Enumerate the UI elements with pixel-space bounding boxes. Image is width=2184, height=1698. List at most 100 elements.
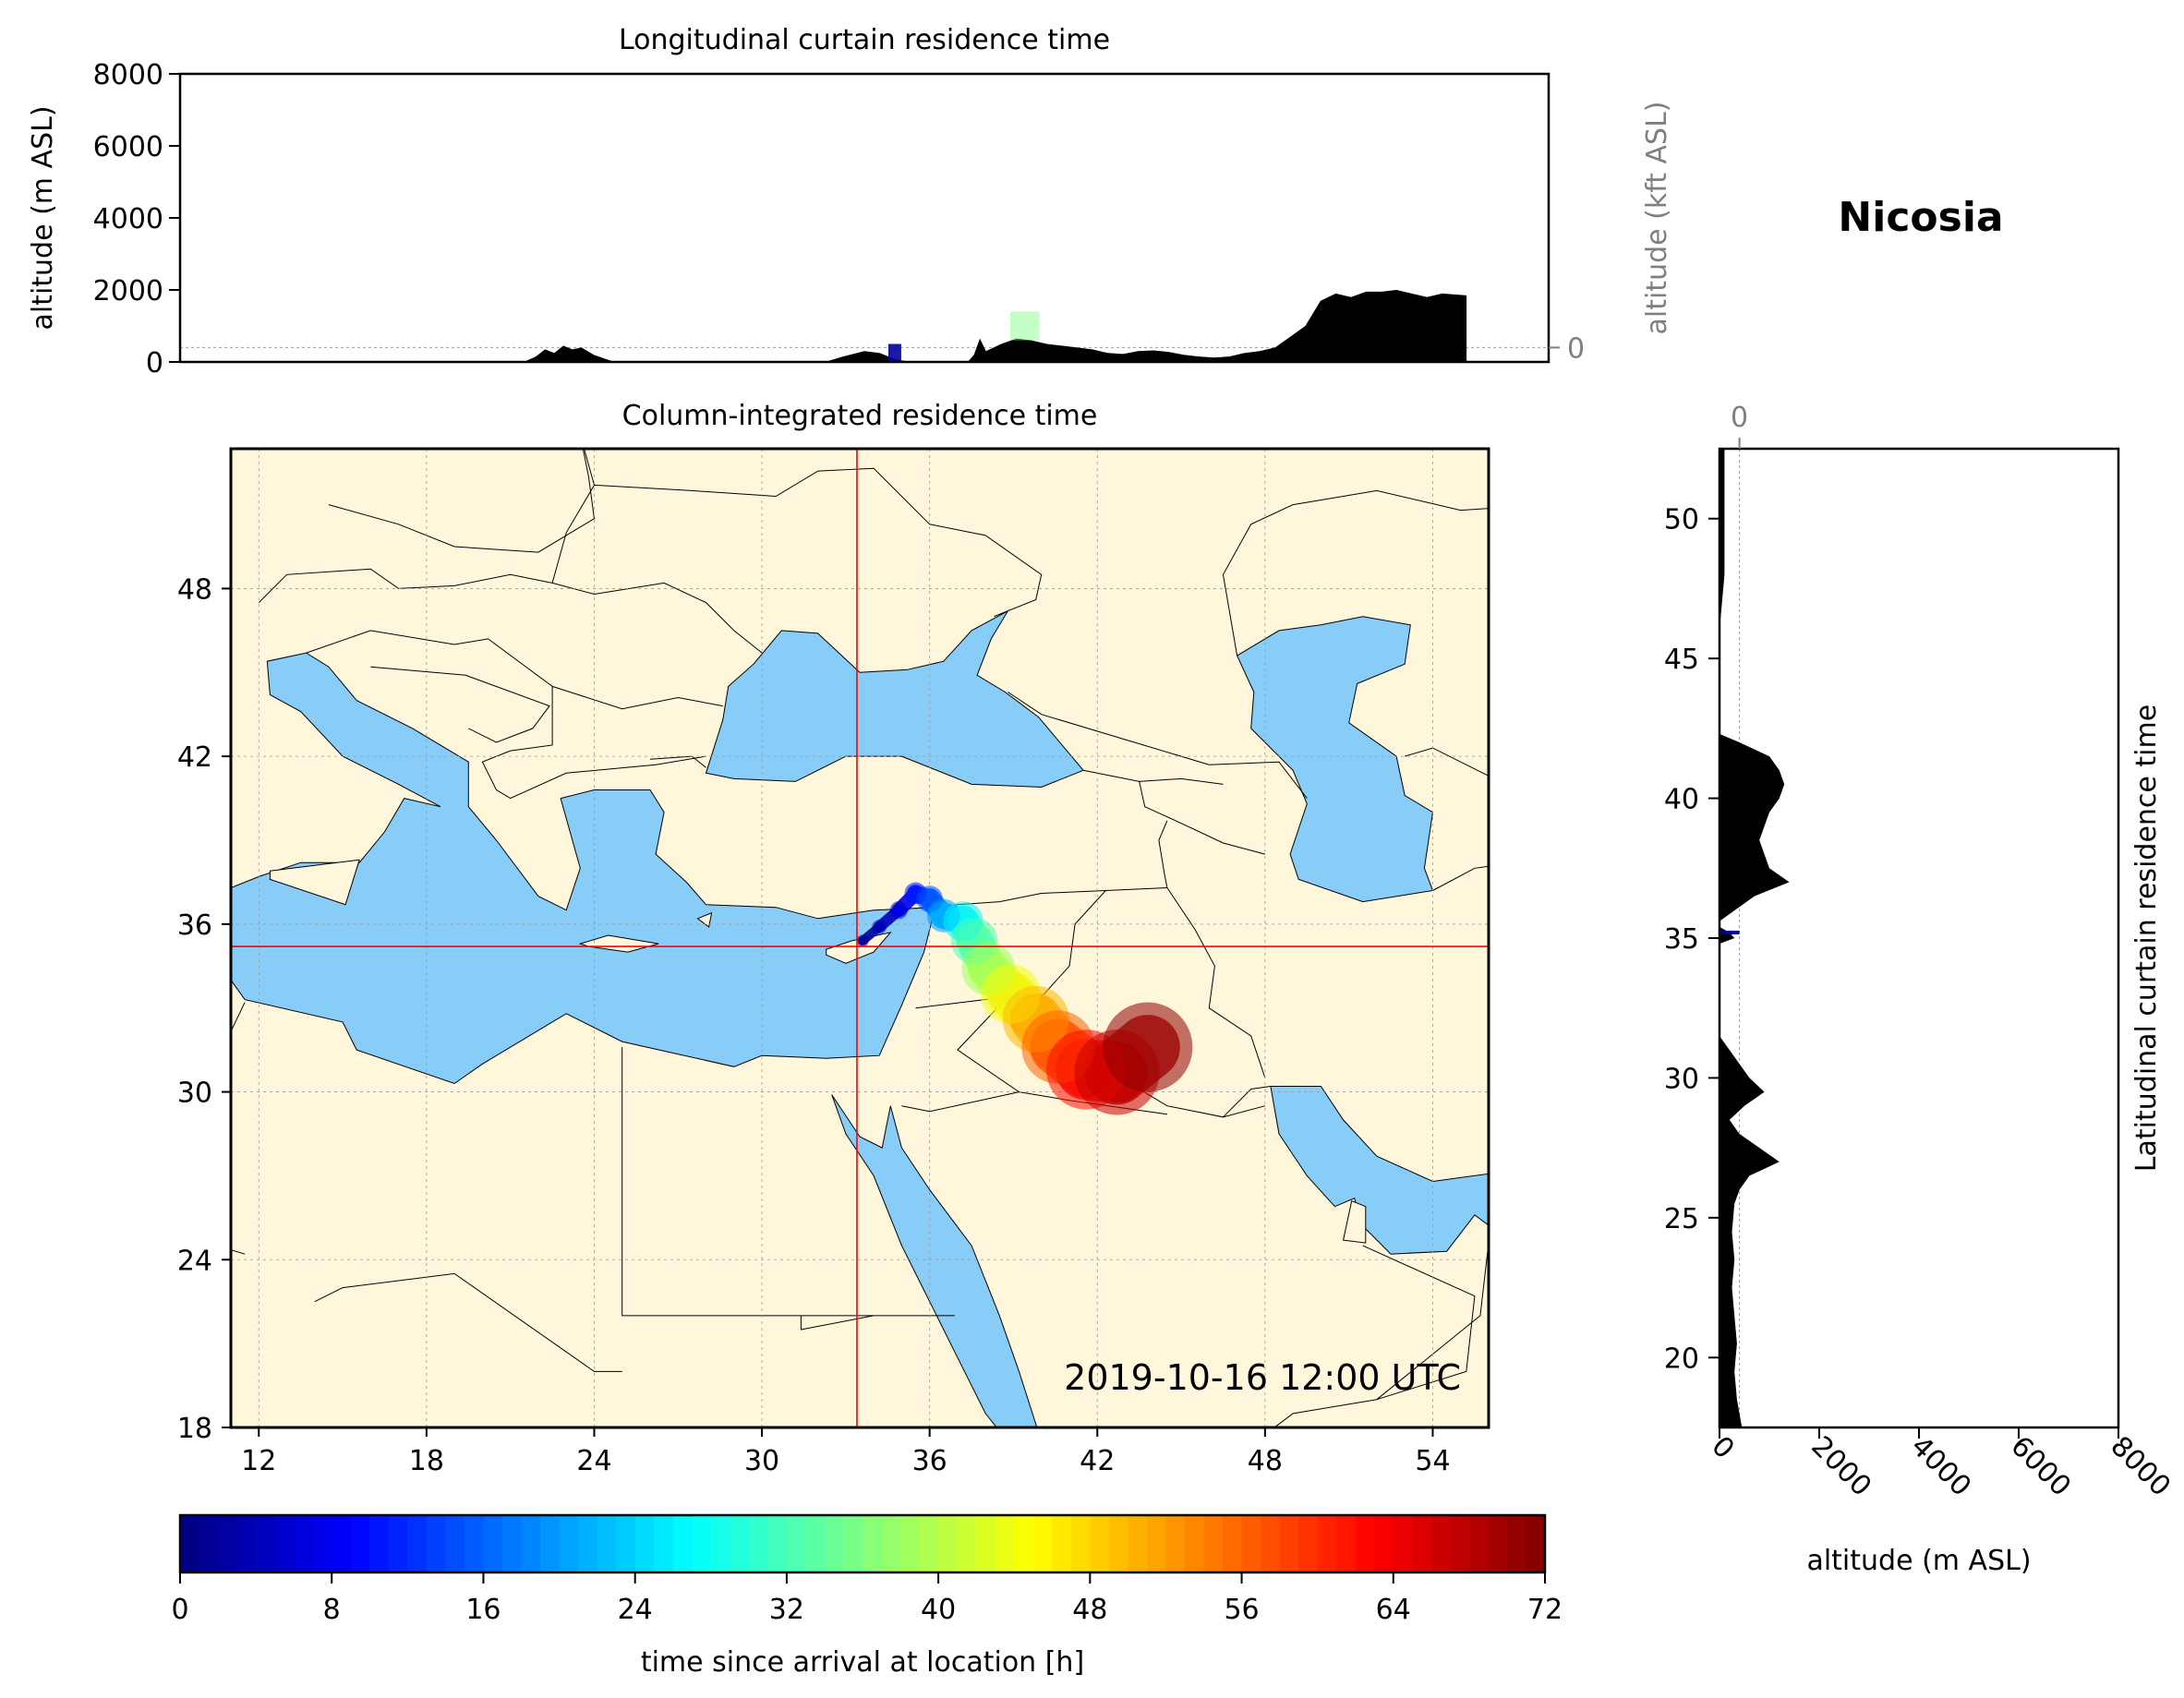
colorbar-cell xyxy=(180,1515,200,1572)
colorbar-cell xyxy=(483,1515,503,1572)
colorbar-cell xyxy=(464,1515,485,1572)
colorbar-cell xyxy=(786,1515,807,1572)
colorbar-cell xyxy=(805,1515,826,1572)
border-caucasus xyxy=(1008,692,1308,799)
y-tick-label: 0 xyxy=(146,347,163,379)
latitudinal-x-axis: 0 2000 4000 6000 8000 xyxy=(1705,1427,2177,1503)
colorbar-cell xyxy=(1146,1515,1167,1572)
y-tick-label: 2000 xyxy=(93,275,163,307)
colorbar-cell xyxy=(919,1515,939,1572)
colorbar-cell xyxy=(995,1515,1015,1572)
border-belarus xyxy=(583,449,595,486)
colorbar-cell xyxy=(1070,1515,1091,1572)
colorbar-cell xyxy=(1052,1515,1072,1572)
border-uae-oman xyxy=(1362,1243,1489,1401)
colorbar-cell xyxy=(900,1515,921,1572)
longitudinal-panel: Longitudinal curtain residence time 0 200… xyxy=(27,24,1673,379)
y-tick-label: 30 xyxy=(1664,1063,1699,1095)
border-saudi-yemen xyxy=(1273,1399,1377,1427)
longitudinal-ylabel-right: altitude (kft ASL) xyxy=(1641,101,1673,334)
colorbar-cell xyxy=(654,1515,674,1572)
colorbar-cell xyxy=(1488,1515,1508,1572)
border-balkans-1 xyxy=(306,630,706,800)
colorbar-cell xyxy=(332,1515,352,1572)
cyprus-island xyxy=(826,932,892,964)
colorbar-cell xyxy=(672,1515,693,1572)
border-iran-iraq xyxy=(1166,887,1266,1078)
colorbar-cell xyxy=(407,1515,428,1572)
longitudinal-title: Longitudinal curtain residence time xyxy=(619,24,1110,56)
x-tick-label: 6000 xyxy=(2004,1430,2077,1503)
colorbar-cell xyxy=(1450,1515,1470,1572)
y-tick-label: 4000 xyxy=(93,203,163,235)
colorbar-cell xyxy=(199,1515,219,1572)
aral-sea xyxy=(1545,631,1587,709)
colorbar-cell xyxy=(767,1515,788,1572)
x-tick-label: 12 xyxy=(241,1445,276,1477)
colorbar-cell xyxy=(388,1515,408,1572)
y-tick-label: 25 xyxy=(1664,1203,1699,1235)
colorbar-cell xyxy=(578,1515,598,1572)
colorbar-cell xyxy=(1090,1515,1110,1572)
plume-point xyxy=(872,920,887,934)
colorbar-cell xyxy=(824,1515,845,1572)
colorbar-cell xyxy=(957,1515,977,1572)
colorbar-cell xyxy=(501,1515,523,1572)
colorbar-cell xyxy=(312,1515,332,1572)
colorbar-cell xyxy=(1261,1515,1281,1572)
colorbar-tick-label: 16 xyxy=(465,1594,501,1626)
rhodes-island xyxy=(696,911,713,928)
qatar-peninsula xyxy=(1342,1200,1367,1244)
plume-point xyxy=(1103,1002,1193,1092)
colorbar-cell xyxy=(426,1515,446,1572)
colorbar-cell xyxy=(1203,1515,1224,1572)
border-iran-azer xyxy=(1158,820,1168,888)
y-tick-label: 30 xyxy=(177,1078,212,1110)
map-crosshair xyxy=(231,449,1489,1427)
longitudinal-terrain xyxy=(180,290,1549,362)
x-tick-label: 2000 xyxy=(1804,1430,1877,1503)
y-tick-label: 18 xyxy=(177,1413,212,1445)
black-sea xyxy=(705,609,1084,789)
colorbar-cell xyxy=(1506,1515,1527,1572)
latitudinal-xlabel: altitude (m ASL) xyxy=(1806,1545,2031,1577)
plume-mark xyxy=(887,343,901,362)
colorbar-cell xyxy=(1014,1515,1034,1572)
colorbar-cell xyxy=(863,1515,883,1572)
colorbar-cell xyxy=(976,1515,996,1572)
y-tick-label: 48 xyxy=(177,573,212,606)
colorbar-cell xyxy=(938,1515,959,1572)
colorbar-cell xyxy=(730,1515,750,1572)
colorbar-cell xyxy=(1526,1515,1546,1572)
x-tick-label: 24 xyxy=(576,1445,611,1477)
mediterranean-sea xyxy=(231,652,936,1085)
colorbar-axis: 0 8 16 24 32 40 48 56 64 72 xyxy=(171,1572,1563,1626)
colorbar-cell xyxy=(1279,1515,1299,1572)
x-tick-label: 8000 xyxy=(2104,1430,2177,1503)
gulf-of-oman xyxy=(1502,1196,1657,1316)
map-x-axis: 12 18 24 30 36 42 48 54 xyxy=(241,1427,1451,1477)
station-title: Nicosia xyxy=(1838,194,2003,241)
colorbar-tick-label: 56 xyxy=(1224,1594,1259,1626)
colorbar-cell xyxy=(218,1515,238,1572)
colorbar-cell xyxy=(710,1515,730,1572)
colorbar-cell xyxy=(1336,1515,1357,1572)
map-plume xyxy=(856,882,1193,1115)
colorbar-tick-label: 64 xyxy=(1376,1594,1411,1626)
colorbar-tick-label: 8 xyxy=(323,1594,341,1626)
colorbar-cell xyxy=(1468,1515,1490,1572)
y-tick-label: 35 xyxy=(1664,923,1699,956)
persian-gulf xyxy=(1270,1086,1489,1255)
colorbar-cell xyxy=(559,1515,579,1572)
x-tick-label: 0 xyxy=(1705,1430,1740,1465)
colorbar-cell xyxy=(1241,1515,1261,1572)
colorbar-cell xyxy=(350,1515,370,1572)
colorbar-cell xyxy=(1032,1515,1053,1572)
colorbar-tick-label: 48 xyxy=(1072,1594,1107,1626)
x-tick-label: 54 xyxy=(1415,1445,1450,1477)
map-frame xyxy=(229,447,1490,1429)
colorbar-cell xyxy=(256,1515,276,1572)
x-tick-label: 4000 xyxy=(1904,1430,1977,1503)
colorbar-cells xyxy=(180,1515,1546,1572)
colorbar: 0 8 16 24 32 40 48 56 64 72 time since arrival at… xyxy=(171,1513,1563,1679)
